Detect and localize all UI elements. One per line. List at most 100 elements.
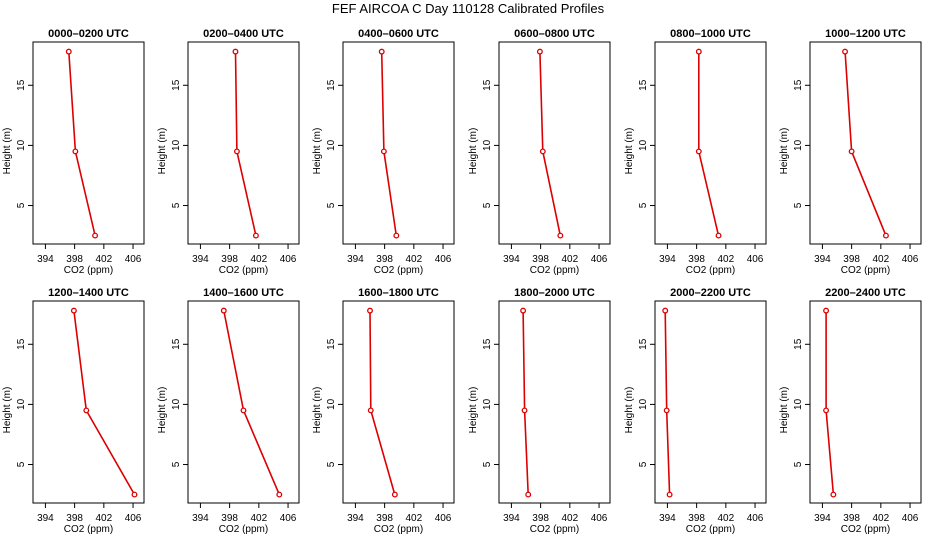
series-line (825, 310, 835, 495)
x-tick-label: 406 (280, 513, 297, 524)
y-tick-label: 15 (326, 79, 337, 91)
x-tick-label: 398 (843, 513, 860, 524)
y-tick-label: 10 (326, 398, 337, 410)
data-point (65, 48, 72, 55)
data-point (520, 307, 527, 314)
panel-title: 2000–2200 UTC (670, 287, 751, 299)
x-tick-label: 394 (814, 254, 831, 265)
x-tick-label: 394 (814, 513, 831, 524)
y-tick-label: 10 (638, 139, 649, 151)
y-tick-label: 15 (793, 338, 804, 350)
data-point (823, 407, 830, 414)
plot-frame (654, 41, 767, 245)
data-point (666, 491, 673, 498)
y-tick-label: 10 (326, 139, 337, 151)
chart-panel: 0400–0600 UTC 394 398 402 406 5 10 15 CO2 (ppm) H… (312, 28, 455, 276)
x-tick-label: 406 (435, 254, 452, 265)
plot-frame (654, 300, 767, 504)
x-axis-label: CO2 (ppm) (686, 265, 735, 276)
x-tick-label: 402 (405, 254, 422, 265)
data-point (367, 407, 374, 414)
y-tick-label: 5 (171, 202, 182, 208)
series-line (380, 51, 398, 236)
data-point (380, 148, 387, 155)
data-point (233, 148, 240, 155)
plot-frame (342, 41, 455, 245)
x-tick-label: 402 (95, 254, 112, 265)
x-tick-label: 402 (561, 254, 578, 265)
x-tick-label: 406 (591, 254, 608, 265)
chart-panel: 1200–1400 UTC 394 398 402 406 5 10 15 CO2 (ppm) H… (2, 287, 145, 535)
y-tick-label: 15 (638, 338, 649, 350)
plot-frame (342, 300, 455, 504)
data-point (715, 232, 722, 239)
x-axis-label: CO2 (ppm) (219, 524, 268, 535)
data-point (882, 232, 889, 239)
y-tick-label: 15 (171, 338, 182, 350)
y-tick-label: 5 (638, 461, 649, 467)
x-tick-label: 398 (688, 254, 705, 265)
panel-title: 0400–0600 UTC (358, 28, 439, 40)
data-point (557, 232, 564, 239)
chart-panel: 0200–0400 UTC 394 398 402 406 5 10 15 CO2 (ppm) H… (157, 28, 300, 276)
panel-title: 0800–1000 UTC (670, 28, 751, 40)
y-tick-label: 5 (326, 202, 337, 208)
x-tick-label: 394 (192, 254, 209, 265)
y-axis-label: Height (m) (2, 128, 13, 175)
x-tick-label: 398 (376, 513, 393, 524)
data-point (830, 491, 837, 498)
y-tick-label: 15 (482, 79, 493, 91)
x-tick-label: 394 (347, 254, 364, 265)
data-point (378, 48, 385, 55)
y-axis-label: Height (m) (624, 128, 635, 175)
x-tick-label: 394 (37, 513, 54, 524)
plot-frame (498, 300, 611, 504)
x-tick-label: 394 (503, 254, 520, 265)
data-point (536, 48, 543, 55)
data-point (391, 491, 398, 498)
data-point (232, 48, 239, 55)
y-axis-label: Height (m) (157, 128, 168, 175)
series-line (73, 310, 136, 495)
y-tick-label: 10 (16, 398, 27, 410)
panel-title: 1800–2000 UTC (514, 287, 595, 299)
series-line (844, 51, 887, 236)
x-tick-label: 398 (532, 513, 549, 524)
data-point (662, 307, 669, 314)
data-point (695, 48, 702, 55)
y-axis-label: Height (m) (779, 387, 790, 434)
x-tick-label: 394 (37, 254, 54, 265)
data-point (848, 148, 855, 155)
x-tick-label: 406 (591, 513, 608, 524)
x-axis-label: CO2 (ppm) (64, 524, 113, 535)
data-point (539, 148, 546, 155)
x-axis-label: CO2 (ppm) (64, 265, 113, 276)
chart-panel: 0000–0200 UTC 394 398 402 406 5 10 15 CO2 (ppm) H… (2, 28, 145, 276)
y-axis-label: Height (m) (779, 128, 790, 175)
y-tick-label: 5 (638, 202, 649, 208)
y-tick-label: 10 (171, 139, 182, 151)
x-tick-label: 394 (503, 513, 520, 524)
y-tick-label: 15 (16, 338, 27, 350)
data-point (823, 307, 830, 314)
panel-title: 0600–0800 UTC (514, 28, 595, 40)
y-tick-label: 10 (482, 398, 493, 410)
data-point (131, 491, 138, 498)
x-tick-label: 406 (902, 513, 919, 524)
x-tick-label: 406 (125, 513, 142, 524)
data-point (842, 48, 849, 55)
x-tick-label: 394 (659, 513, 676, 524)
panel-title: 0000–0200 UTC (48, 28, 129, 40)
x-tick-label: 402 (250, 254, 267, 265)
y-axis-label: Height (m) (157, 387, 168, 434)
series-line (664, 310, 671, 495)
x-tick-label: 402 (717, 254, 734, 265)
x-tick-label: 394 (192, 513, 209, 524)
series-line (539, 51, 562, 236)
data-point (393, 232, 400, 239)
x-axis-label: CO2 (ppm) (530, 265, 579, 276)
y-axis-label: Height (m) (312, 387, 323, 434)
data-point (695, 148, 702, 155)
y-tick-label: 15 (793, 79, 804, 91)
